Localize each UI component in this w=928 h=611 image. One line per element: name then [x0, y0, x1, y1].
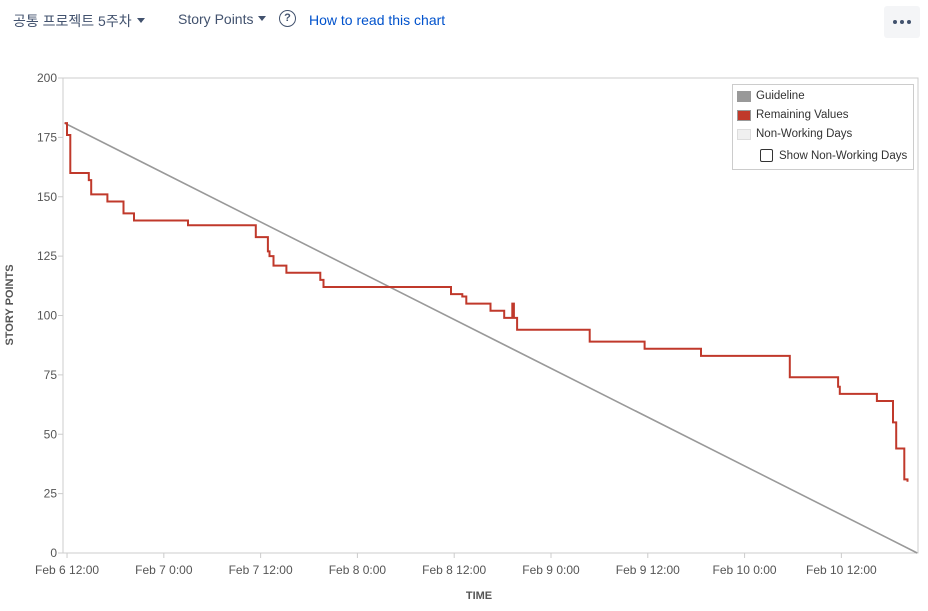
y-tick-label: 50: [44, 427, 58, 441]
sprint-select-label: 공통 프로젝트 5주차: [13, 13, 132, 29]
series-group: [64, 122, 918, 554]
guideline-swatch: [737, 90, 751, 102]
x-tick-label: Feb 10 12:00: [806, 563, 877, 577]
x-axis: Feb 6 12:00 Feb 7 0:00 Feb 7 12:00 Feb 8 0:…: [35, 553, 877, 577]
more-button[interactable]: [884, 6, 920, 38]
chevron-down-icon: [258, 15, 267, 21]
sprint-select[interactable]: 공통 프로젝트 5주차: [13, 11, 145, 31]
show-non-working-toggle[interactable]: Show Non-Working Days: [760, 149, 907, 162]
estimate-select[interactable]: Story Points: [178, 11, 267, 27]
y-tick-label: 0: [50, 546, 57, 560]
x-axis-title: TIME: [466, 590, 492, 602]
legend-item-guideline[interactable]: Guideline: [737, 90, 805, 102]
legend-label-remaining: Remaining Values: [756, 109, 849, 121]
legend-item-non-working[interactable]: Non-Working Days: [737, 128, 852, 140]
x-tick-label: Feb 7 0:00: [135, 563, 193, 577]
y-tick-label: 175: [37, 130, 57, 144]
more-icon: [893, 20, 911, 24]
x-tick-label: Feb 9 0:00: [522, 563, 580, 577]
legend-label-non-working: Non-Working Days: [756, 128, 853, 140]
y-tick-label: 25: [44, 487, 58, 501]
y-tick-label: 75: [44, 368, 58, 382]
how-to-read-link[interactable]: How to read this chart: [309, 12, 446, 28]
x-tick-label: Feb 9 12:00: [616, 563, 680, 577]
legend-label-guideline: Guideline: [756, 90, 805, 102]
x-tick-label: Feb 10 0:00: [713, 563, 777, 577]
x-tick-label: Feb 8 0:00: [329, 563, 387, 577]
show-non-working-label: Show Non-Working Days: [779, 149, 908, 162]
y-tick-label: 200: [37, 71, 57, 85]
chevron-down-icon: [136, 17, 145, 23]
estimate-select-label: Story Points: [178, 11, 254, 27]
y-tick-label: 100: [37, 309, 57, 323]
legend-item-remaining[interactable]: Remaining Values: [737, 109, 848, 121]
x-tick-label: Feb 7 12:00: [229, 563, 293, 577]
guideline-series[interactable]: [64, 122, 918, 554]
chart-toolbar: 공통 프로젝트 5주차 Story Points ? How to read t…: [0, 0, 928, 44]
non-working-swatch: [737, 128, 751, 140]
x-tick-label: Feb 8 12:00: [422, 563, 486, 577]
question-circle-icon[interactable]: ?: [279, 10, 296, 27]
y-tick-label: 150: [37, 190, 57, 204]
show-non-working-checkbox[interactable]: [760, 149, 773, 162]
remaining-swatch: [737, 109, 751, 121]
remaining-values-series[interactable]: [64, 122, 909, 482]
y-axis-title: STORY POINTS: [4, 264, 16, 345]
y-axis: 0 25 50 75 100 125 150 175 200: [37, 71, 63, 560]
y-tick-label: 125: [37, 249, 57, 263]
x-tick-label: Feb 6 12:00: [35, 563, 99, 577]
chart-legend: Guideline Remaining Values Non-Working D…: [732, 84, 914, 170]
